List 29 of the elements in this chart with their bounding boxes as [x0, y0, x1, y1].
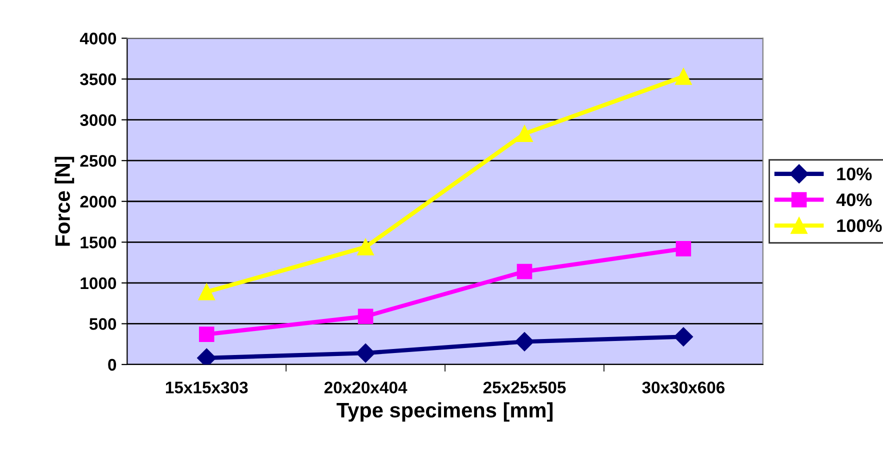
point [516, 264, 532, 280]
y-axis-title: Force [N] [54, 156, 74, 246]
point [357, 238, 374, 256]
y-tick-label: 3500 [80, 73, 116, 86]
point [676, 241, 692, 256]
legend-label: 40% [836, 193, 872, 206]
legend-label: 10% [837, 168, 872, 180]
point [674, 327, 693, 346]
legend-label: 100% [837, 219, 882, 232]
point [198, 284, 215, 300]
x-tick-label: 25x25x505 [483, 382, 566, 394]
y-tick-label: 1500 [80, 236, 116, 248]
y-tick-label: 0 [108, 358, 116, 371]
y-tick-label: 500 [89, 318, 116, 330]
point [198, 326, 214, 342]
x-tick-label: 20x20x404 [324, 382, 408, 394]
y-tick-label: 3000 [80, 114, 116, 126]
x-tick-label: 30x30x606 [642, 382, 725, 394]
point [358, 308, 374, 324]
x-tick-label: 15x15x303 [166, 382, 248, 394]
x-axis-title: Type specimens [mm] [336, 402, 553, 422]
point [516, 125, 533, 142]
point [356, 344, 376, 363]
y-tick-label: 4000 [80, 32, 116, 44]
point [514, 332, 534, 352]
y-tick-label: 2500 [80, 154, 116, 167]
point [675, 68, 692, 85]
y-tick-label: 1000 [80, 277, 116, 290]
y-tick-label: 2000 [80, 196, 116, 208]
